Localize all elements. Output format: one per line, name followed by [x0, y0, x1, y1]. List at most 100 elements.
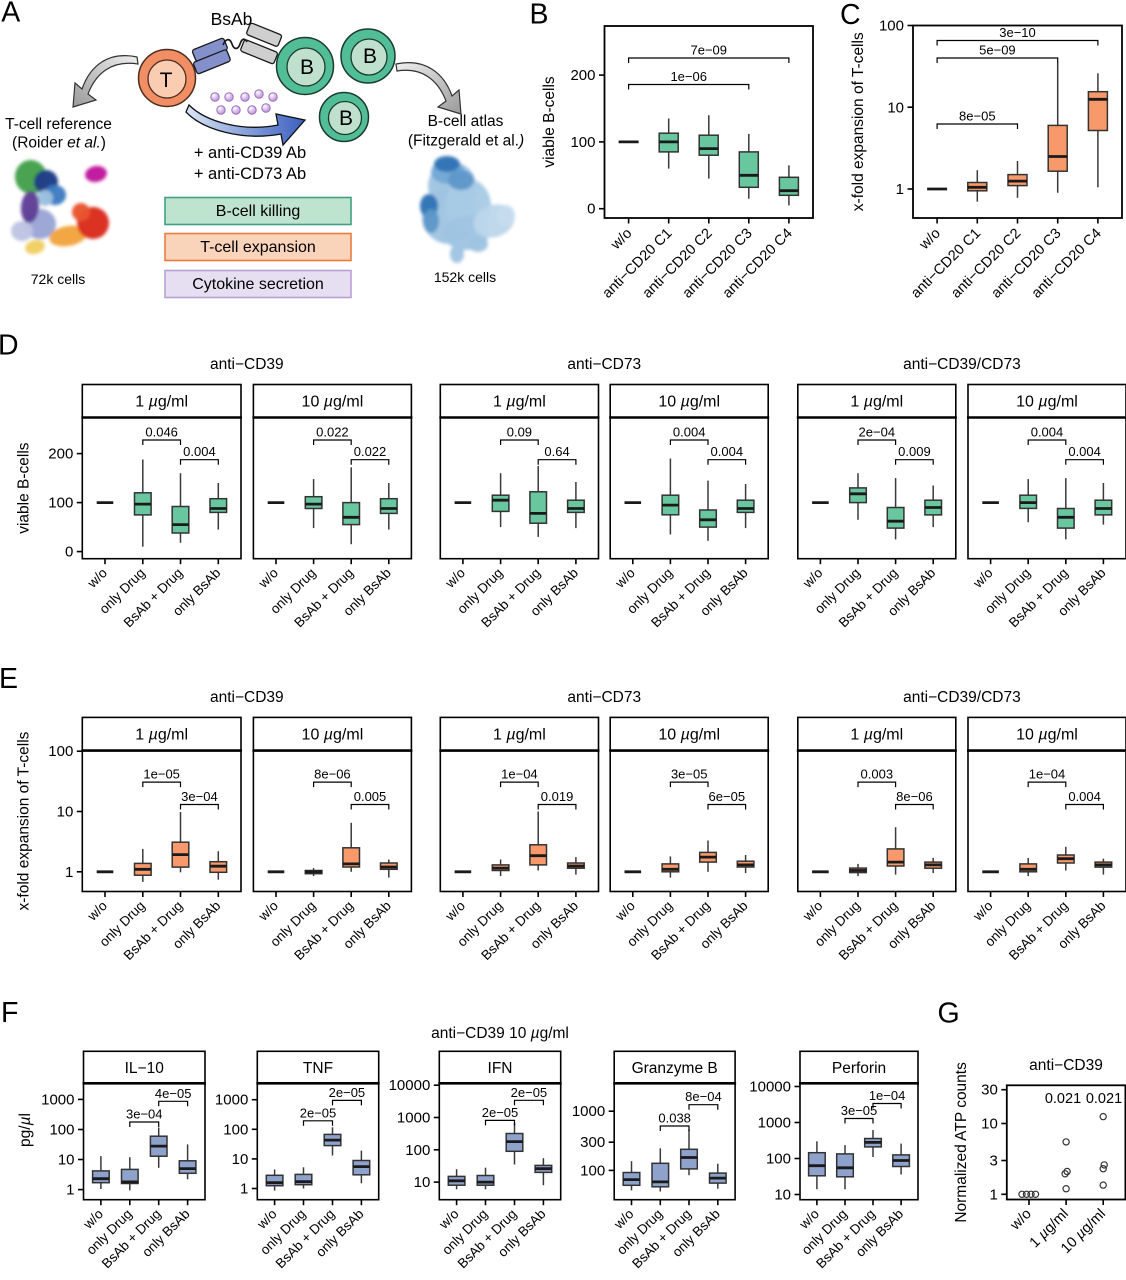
svg-text:anti−CD39 10 µg/ml: anti−CD39 10 µg/ml [431, 1025, 569, 1042]
svg-text:1e−04: 1e−04 [1029, 767, 1066, 782]
svg-text:10 µg/ml: 10 µg/ml [302, 394, 364, 411]
svg-text:0: 0 [587, 201, 595, 218]
svg-text:viable B-cells: viable B-cells [541, 76, 558, 168]
svg-text:1e−06: 1e−06 [670, 69, 707, 84]
svg-text:8e−06: 8e−06 [314, 767, 351, 782]
svg-text:10: 10 [57, 804, 74, 821]
svg-text:10 µg/ml: 10 µg/ml [658, 726, 720, 743]
svg-text:4e−05: 4e−05 [155, 1086, 192, 1101]
svg-text:1 µg/ml: 1 µg/ml [850, 726, 903, 743]
svg-text:8e−04: 8e−04 [685, 1089, 722, 1104]
svg-text:2e−04: 2e−04 [859, 425, 896, 440]
svg-text:+ anti-CD73 Ab: + anti-CD73 Ab [194, 165, 306, 183]
svg-text:1: 1 [240, 1181, 248, 1198]
svg-text:1 µg/ml: 1 µg/ml [493, 726, 546, 743]
svg-text:anti−CD39: anti−CD39 [210, 689, 284, 706]
svg-text:72k cells: 72k cells [31, 271, 85, 287]
svg-text:E: E [0, 663, 18, 695]
svg-text:T-cell reference: T-cell reference [5, 116, 112, 133]
svg-text:6e−05: 6e−05 [709, 789, 746, 804]
svg-text:0.003: 0.003 [861, 767, 894, 782]
svg-text:pg/µl: pg/µl [17, 1113, 34, 1147]
svg-text:1: 1 [989, 1186, 997, 1203]
svg-text:T: T [160, 69, 173, 92]
svg-text:0: 0 [65, 544, 73, 561]
svg-text:B: B [339, 107, 353, 130]
svg-text:anti−CD39/CD73: anti−CD39/CD73 [903, 356, 1021, 373]
svg-text:152k cells: 152k cells [434, 269, 496, 285]
svg-text:8e−05: 8e−05 [959, 109, 996, 124]
svg-text:100: 100 [223, 1121, 248, 1138]
svg-text:TNF: TNF [303, 1060, 333, 1077]
svg-text:BsAb: BsAb [211, 9, 253, 29]
svg-text:300: 300 [580, 1134, 605, 1151]
svg-text:anti−CD39: anti−CD39 [1029, 1057, 1103, 1074]
svg-text:3e−04: 3e−04 [181, 789, 218, 804]
svg-text:1000: 1000 [572, 1103, 605, 1120]
svg-text:100: 100 [580, 1162, 605, 1179]
svg-text:x-fold expansion of T-cells: x-fold expansion of T-cells [850, 32, 867, 211]
svg-text:10 µg/ml: 10 µg/ml [658, 394, 720, 411]
svg-text:C: C [840, 0, 861, 31]
svg-text:10: 10 [58, 1152, 75, 1169]
svg-text:10: 10 [414, 1174, 431, 1191]
svg-text:1e−04: 1e−04 [501, 767, 538, 782]
svg-text:(Roider et al.): (Roider et al.) [12, 135, 106, 152]
svg-text:5e−09: 5e−09 [979, 43, 1016, 58]
svg-text:10000: 10000 [389, 1077, 431, 1094]
svg-text:100: 100 [405, 1142, 430, 1159]
svg-text:Normalized ATP counts: Normalized ATP counts [953, 1062, 970, 1223]
svg-text:1 µg/ml: 1 µg/ml [135, 726, 188, 743]
svg-text:100: 100 [49, 1122, 74, 1139]
svg-text:10 µg/ml: 10 µg/ml [1016, 394, 1078, 411]
svg-text:(Fitzgerald et al.): (Fitzgerald et al.) [408, 133, 524, 150]
svg-text:1 µg/ml: 1 µg/ml [135, 394, 188, 411]
svg-text:1000: 1000 [397, 1110, 430, 1127]
svg-text:Perforin: Perforin [832, 1060, 886, 1077]
svg-text:B: B [530, 0, 549, 31]
svg-text:0.009: 0.009 [898, 444, 931, 459]
svg-text:1 µg/ml: 1 µg/ml [493, 394, 546, 411]
svg-text:10: 10 [232, 1151, 249, 1168]
svg-text:10: 10 [887, 99, 904, 116]
svg-text:0.019: 0.019 [541, 789, 574, 804]
svg-text:IL−10: IL−10 [125, 1060, 165, 1077]
svg-text:0.005: 0.005 [354, 789, 387, 804]
svg-text:200: 200 [570, 67, 595, 84]
svg-text:2e−05: 2e−05 [329, 1085, 366, 1100]
svg-text:B-cell killing: B-cell killing [216, 203, 300, 220]
svg-text:0.004: 0.004 [673, 425, 706, 440]
svg-text:anti−CD73: anti−CD73 [567, 689, 641, 706]
svg-text:0.046: 0.046 [145, 425, 178, 440]
svg-text:1000: 1000 [41, 1091, 74, 1108]
svg-text:1 µg/ml: 1 µg/ml [850, 394, 903, 411]
svg-text:0.004: 0.004 [183, 444, 216, 459]
svg-text:1: 1 [66, 1182, 74, 1199]
svg-text:2e−05: 2e−05 [482, 1105, 519, 1120]
svg-text:1e−04: 1e−04 [869, 1088, 906, 1103]
svg-text:1: 1 [896, 181, 904, 198]
svg-text:D: D [0, 330, 19, 362]
svg-text:10 µg/ml: 10 µg/ml [302, 726, 364, 743]
svg-text:anti−CD39/CD73: anti−CD39/CD73 [903, 689, 1021, 706]
svg-text:Cytokine secretion: Cytokine secretion [192, 276, 324, 293]
svg-text:3: 3 [989, 1153, 997, 1170]
svg-text:0.004: 0.004 [1031, 425, 1064, 440]
svg-text:10: 10 [981, 1116, 998, 1133]
svg-text:100: 100 [879, 18, 904, 35]
svg-text:anti−CD73: anti−CD73 [567, 356, 641, 373]
svg-text:Granzyme B: Granzyme B [632, 1060, 718, 1077]
svg-text:IFN: IFN [488, 1060, 513, 1077]
svg-text:anti−CD39: anti−CD39 [210, 356, 284, 373]
svg-text:100: 100 [48, 743, 73, 760]
svg-text:viable B-cells: viable B-cells [16, 442, 33, 534]
svg-text:0.022: 0.022 [354, 444, 387, 459]
svg-text:1000: 1000 [758, 1115, 791, 1132]
svg-text:+ anti-CD39 Ab: + anti-CD39 Ab [194, 144, 306, 162]
svg-text:0.038: 0.038 [658, 1111, 691, 1126]
svg-text:0.64: 0.64 [544, 444, 569, 459]
svg-text:1000: 1000 [215, 1092, 248, 1109]
svg-text:3e−05: 3e−05 [671, 767, 708, 782]
svg-text:100: 100 [766, 1151, 791, 1168]
svg-text:G: G [938, 998, 960, 1030]
